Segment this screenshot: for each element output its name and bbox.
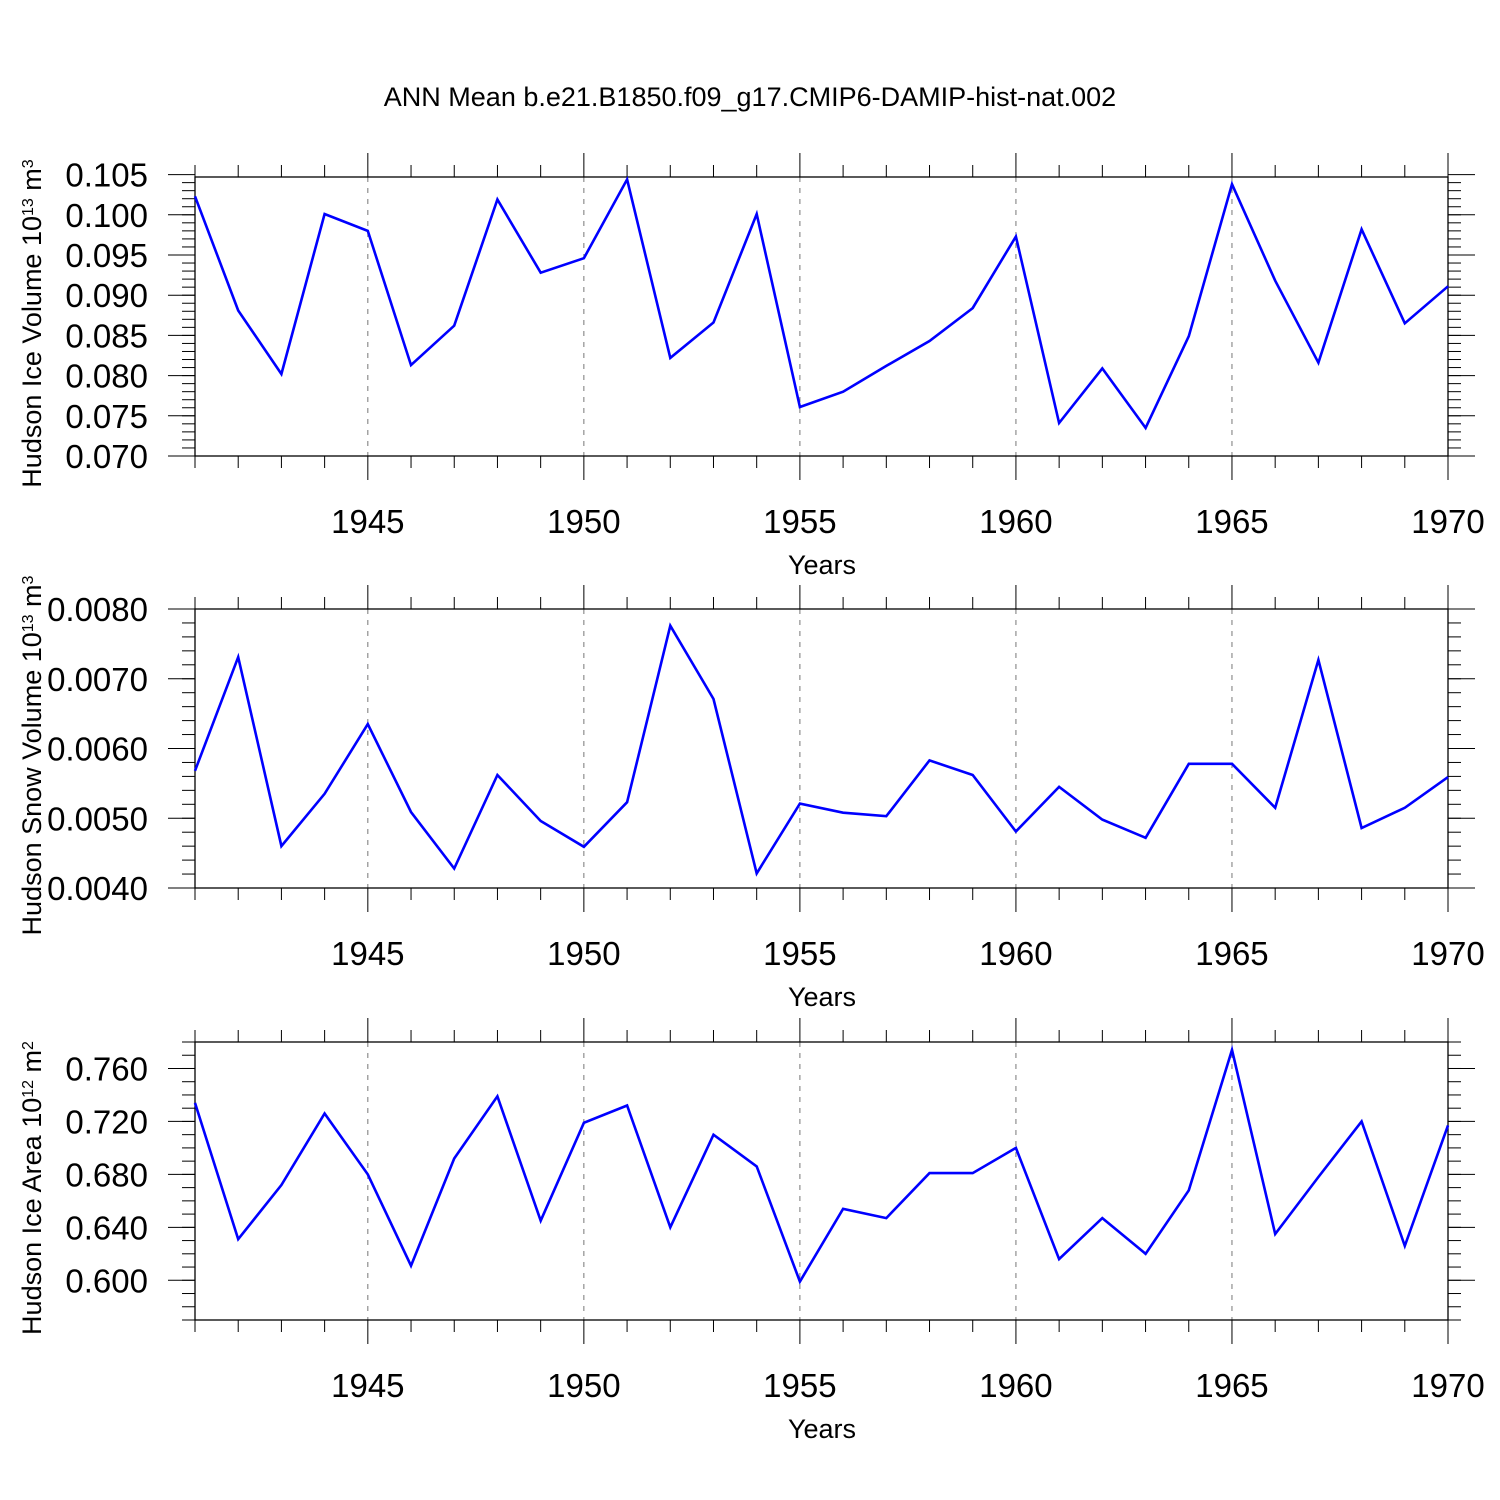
y-axis-title-part: Hudson Snow Volume 10 [17, 632, 47, 935]
y-axis-title: Hudson Snow Volume 1013 m3 [17, 575, 47, 935]
y-axis-title-part: Hudson Ice Volume 10 [17, 216, 47, 488]
x-tick-label: 1965 [1195, 1367, 1268, 1404]
y-axis-title-superscript: 2 [20, 1041, 37, 1050]
plot-frame [194, 608, 1449, 889]
y-tick-label: 0.0050 [47, 800, 148, 837]
series-line-hudson-ice-area [193, 1044, 1450, 1285]
x-tick-label: 1960 [979, 935, 1052, 972]
y-tick-label: 0.085 [65, 317, 148, 354]
x-tick-label: 1960 [979, 503, 1052, 540]
y-tick-label: 0.105 [65, 157, 148, 194]
y-tick-label: 0.600 [65, 1262, 148, 1299]
y-tick-label: 0.720 [65, 1103, 148, 1140]
y-axis-title-part: m [17, 584, 47, 614]
x-tick-label: 1950 [547, 935, 620, 972]
y-axis-title-superscript: 3 [20, 159, 37, 168]
x-tick-label: 1960 [979, 1367, 1052, 1404]
y-tick-label: 0.100 [65, 197, 148, 234]
x-tick-label: 1965 [1195, 935, 1268, 972]
y-axis-title-part: Hudson Ice Area 10 [17, 1098, 47, 1335]
series-line-hudson-snow-volume [193, 622, 1449, 877]
y-axis-title-part: m [17, 168, 47, 198]
x-axis-title: Years [788, 982, 856, 1012]
y-tick-label: 0.0080 [47, 591, 148, 628]
y-tick-label: 0.0070 [47, 661, 148, 698]
y-tick-label: 0.680 [65, 1156, 148, 1193]
y-tick-label: 0.0060 [47, 731, 148, 768]
series-line-hudson-ice-volume [193, 175, 1449, 431]
x-axis-title: Years [788, 1414, 856, 1444]
plot-frame [194, 1041, 1449, 1321]
plot-frame [194, 176, 1449, 457]
y-axis-title: Hudson Ice Volume 1013 m3 [17, 159, 47, 487]
x-tick-label: 1970 [1411, 935, 1484, 972]
x-tick-label: 1945 [331, 503, 404, 540]
x-tick-label: 1955 [763, 935, 836, 972]
x-tick-label: 1955 [763, 503, 836, 540]
y-tick-label: 0.0040 [47, 870, 148, 907]
y-axis-title-superscript: 3 [20, 575, 37, 584]
x-tick-label: 1955 [763, 1367, 836, 1404]
y-axis-title: Hudson Ice Area 1012 m2 [17, 1041, 47, 1335]
y-axis-title-part: m [17, 1050, 47, 1080]
x-tick-label: 1965 [1195, 503, 1268, 540]
x-tick-label: 1945 [331, 935, 404, 972]
y-tick-label: 0.075 [65, 398, 148, 435]
y-tick-label: 0.080 [65, 358, 148, 395]
y-tick-label: 0.095 [65, 237, 148, 274]
figure-title: ANN Mean b.e21.B1850.f09_g17.CMIP6-DAMIP… [384, 82, 1116, 112]
y-axis-title-superscript: 12 [20, 1080, 37, 1098]
y-tick-label: 0.760 [65, 1050, 148, 1087]
y-tick-label: 0.640 [65, 1209, 148, 1246]
x-tick-label: 1970 [1411, 1367, 1484, 1404]
x-tick-label: 1950 [547, 1367, 620, 1404]
panel-2: 0.0040 0.0050 0.0060 0.0070 0.0080 1945 1950 19… [17, 575, 1485, 1012]
y-tick-label: 0.070 [65, 438, 148, 475]
y-tick-label: 0.090 [65, 277, 148, 314]
y-axis-title-superscript: 13 [20, 614, 37, 632]
x-tick-label: 1970 [1411, 503, 1484, 540]
x-axis-title: Years [788, 550, 856, 580]
panel-3: 0.600 0.640 0.680 0.720 0.760 1945 1950 1955 196… [17, 1018, 1485, 1444]
x-tick-label: 1945 [331, 1367, 404, 1404]
y-axis-title-superscript: 13 [20, 198, 37, 216]
x-tick-label: 1950 [547, 503, 620, 540]
